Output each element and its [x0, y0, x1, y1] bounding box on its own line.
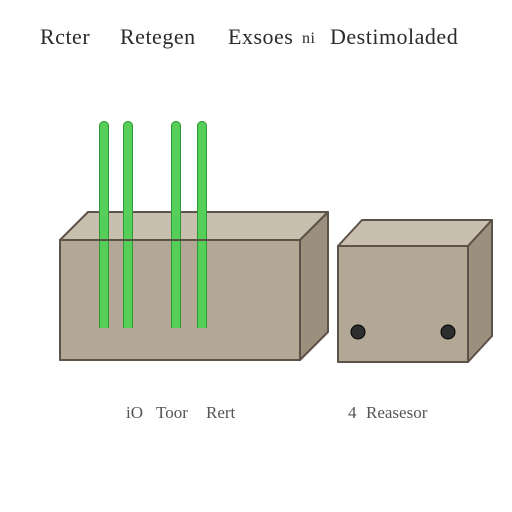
diagram-canvas: Rcter Retegen Exsoes ni Destimoladed iO … — [0, 0, 512, 512]
caption-word-0: iO — [126, 403, 143, 423]
caption-word-2: Rert — [206, 403, 235, 423]
diagram-svg — [0, 0, 512, 512]
caption-word-3: 4 — [348, 403, 357, 423]
caption-word-1: Toor — [156, 403, 188, 423]
caption-word-4: Reasesor — [366, 403, 427, 423]
